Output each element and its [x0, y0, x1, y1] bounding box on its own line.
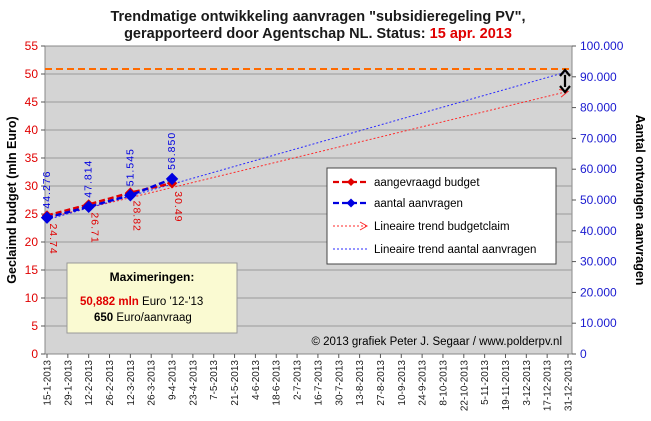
y-left-tick-label-8: 40	[25, 123, 39, 137]
y-left-tick-label-9: 45	[25, 95, 39, 109]
note-line-1-value: 50,882 mln	[80, 296, 139, 308]
series-1-label-3: 56.850	[166, 132, 178, 170]
x-tick-label-15: 13-8-2013	[355, 360, 366, 406]
series-0-label-1: 26.71	[89, 212, 101, 243]
x-tick-label-14: 30-7-2013	[334, 360, 345, 406]
x-tick-label-6: 9-4-2013	[168, 360, 179, 400]
y-axis-right-label: Aantal ontvangen aanvragen	[633, 115, 647, 286]
legend-item-aanvragen: aantal aanvragen	[333, 198, 463, 210]
y-right-tick-label-9: 90.000	[580, 70, 617, 84]
series-line-1	[46, 177, 173, 219]
x-tick-label-8: 7-5-2013	[209, 360, 220, 400]
series-1-point-3	[165, 172, 179, 186]
y-left-tick-label-1: 5	[31, 319, 38, 333]
right-axis-ticks: 0 10.000 20.000 30.000 40.000 50.000 60.000 70.…	[572, 39, 624, 361]
x-tick-label-12: 2-7-2013	[293, 360, 304, 400]
note-line-1-rest: Euro '12-'13	[142, 296, 203, 308]
x-tick-label-4: 12-3-2013	[126, 360, 137, 406]
left-axis-ticks: 0 5 10 15 20 25 30 35 40 45 50 55	[25, 39, 45, 361]
chart-title-line1: Trendmatige ontwikkeling aanvragen "subs…	[110, 9, 525, 25]
series-0-label-0: 24.74	[47, 223, 59, 254]
x-tick-label-22: 19-11-2013	[501, 360, 512, 411]
y-left-tick-label-3: 15	[25, 263, 39, 277]
legend-box	[326, 167, 557, 265]
series-0-label-2: 28.82	[130, 201, 142, 232]
x-tick-label-11: 18-6-2013	[272, 360, 283, 406]
x-tick-label-10: 4-6-2013	[251, 360, 262, 400]
legend-label-trend-budget: Lineaire trend budgetclaim	[374, 221, 510, 233]
data-series	[40, 172, 179, 224]
series-0-label-3: 30.49	[172, 191, 184, 222]
series-1-label-1: 47.814	[83, 160, 95, 198]
x-tick-label-25: 31-12-2013	[564, 360, 575, 412]
x-tick-label-2: 12-2-2013	[84, 360, 95, 406]
note-box: Maximeringen: 50,882 mln Euro '12-'13 65…	[66, 262, 238, 334]
x-tick-label-20: 22-10-2013	[459, 360, 470, 412]
note-line-2: 650 Euro/aanvraag	[94, 312, 192, 324]
y-right-tick-label-10: 100.000	[580, 39, 624, 53]
x-tick-label-7: 23-4-2013	[188, 360, 199, 406]
gap-double-arrow	[559, 68, 571, 94]
x-tick-label-9: 21-5-2013	[230, 360, 241, 406]
data-labels: 24.74 26.71 28.82 30.49 44.276 47.814 51.545 56…	[41, 132, 184, 255]
x-tick-label-19: 8-10-2013	[438, 360, 449, 406]
x-tick-label-21: 5-11-2013	[480, 360, 491, 405]
legend-item-budget: aangevraagd budget	[333, 177, 480, 189]
y-right-tick-label-2: 20.000	[580, 285, 617, 299]
note-line-2-rest: Euro/aanvraag	[116, 312, 191, 324]
chart-title-line2: gerapporteerd door Agentschap NL. Status…	[124, 26, 512, 42]
y-left-tick-label-7: 35	[25, 151, 39, 165]
series-1-label-2: 51.545	[124, 148, 136, 186]
x-tick-label-0: 15-1-2013	[43, 360, 54, 406]
x-tick-label-23: 3-12-2013	[522, 360, 533, 406]
note-line-1: 50,882 mln Euro '12-'13	[80, 296, 203, 308]
series-line-0	[46, 182, 173, 217]
y-right-tick-label-6: 60.000	[580, 162, 617, 176]
chart-title-date: 15 apr. 2013	[430, 26, 512, 42]
legend: aangevraagd budget aantal aanvragen Line…	[326, 167, 557, 265]
x-tick-label-13: 16-7-2013	[313, 360, 324, 406]
legend-label-trend-aanvragen: Lineaire trend aantal aanvragen	[374, 244, 536, 256]
series-1-point-1	[82, 200, 95, 213]
x-tick-label-5: 26-3-2013	[147, 360, 158, 406]
y-left-tick-label-0: 0	[31, 347, 38, 361]
x-tick-label-24: 17-12-2013	[543, 360, 554, 412]
y-right-tick-label-7: 70.000	[580, 131, 617, 145]
y-left-tick-label-5: 25	[25, 207, 39, 221]
series-1-point-0	[40, 211, 54, 224]
y-right-tick-label-4: 40.000	[580, 224, 617, 238]
y-left-tick-label-11: 55	[25, 39, 39, 53]
legend-label-budget: aangevraagd budget	[374, 177, 480, 189]
y-left-tick-label-4: 20	[25, 235, 39, 249]
note-line-2-value: 650	[94, 312, 113, 324]
x-tick-label-18: 24-9-2013	[418, 360, 429, 406]
y-left-tick-label-10: 50	[25, 67, 39, 81]
credit-text: © 2013 grafiek Peter J. Segaar / www.pol…	[311, 336, 562, 348]
series-1-label-0: 44.276	[41, 171, 53, 209]
y-right-tick-label-1: 10.000	[580, 316, 617, 330]
y-left-tick-label-6: 30	[25, 179, 39, 193]
x-tick-label-17: 10-9-2013	[397, 360, 408, 406]
chart-title-line2-text: gerapporteerd door Agentschap NL. Status…	[124, 26, 426, 42]
x-tick-label-3: 26-2-2013	[105, 360, 116, 406]
x-tick-label-1: 29-1-2013	[63, 360, 74, 406]
y-right-tick-label-8: 80.000	[580, 101, 617, 115]
y-axis-left-label: Geclaimd budget (mln Euro)	[5, 116, 19, 283]
legend-item-trend-budget: Lineaire trend budgetclaim	[333, 221, 510, 233]
legend-item-trend-aanvragen: Lineaire trend aantal aanvragen	[333, 244, 536, 256]
x-axis-ticks: 15-1-2013 29-1-2013 12-2-2013 26-2-2013 12-3…	[43, 354, 575, 411]
x-tick-label-16: 27-8-2013	[376, 360, 387, 406]
note-background	[66, 262, 238, 334]
y-right-tick-label-3: 30.000	[580, 255, 617, 269]
y-right-tick-label-5: 50.000	[580, 193, 617, 207]
series-1-point-2	[124, 189, 137, 202]
note-title: Maximeringen:	[110, 270, 195, 284]
legend-label-aanvragen: aantal aanvragen	[374, 198, 463, 210]
y-right-tick-label-0: 0	[580, 347, 587, 361]
y-left-tick-label-2: 10	[25, 291, 39, 305]
